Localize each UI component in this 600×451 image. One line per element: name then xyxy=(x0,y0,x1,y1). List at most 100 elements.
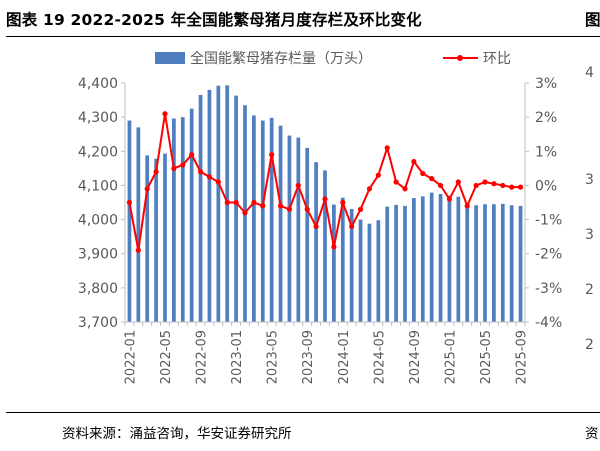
adjacent-chart-fragment: 4 3 3 2 2 xyxy=(580,37,600,411)
source-rule xyxy=(6,412,600,413)
line-point xyxy=(206,174,213,180)
bar xyxy=(438,193,443,322)
line-point xyxy=(420,170,426,177)
bar xyxy=(447,195,452,322)
bar xyxy=(394,204,398,322)
bar xyxy=(349,208,354,322)
axes: 3,700 3,800 3,900 4,000 4,100 4,200 4,300 4,400… xyxy=(78,76,562,384)
line-point xyxy=(375,172,381,178)
x-tick-label: 2024-01 xyxy=(337,330,352,384)
bar xyxy=(483,204,487,322)
line-point xyxy=(446,196,453,202)
line-point xyxy=(153,169,159,175)
bar xyxy=(323,170,327,322)
line-point xyxy=(455,179,461,185)
bar xyxy=(198,94,203,322)
y-left-tick-label: 4,400 xyxy=(78,76,118,92)
bar xyxy=(314,162,318,322)
line-point xyxy=(349,223,355,229)
adjacent-tick: 2 xyxy=(585,282,594,298)
bar xyxy=(518,205,523,322)
legend-label-line: 环比 xyxy=(483,51,511,67)
adjacent-tick: 3 xyxy=(585,172,594,188)
line-point xyxy=(384,145,390,151)
line-point xyxy=(171,165,177,171)
y-right-tick-label: 0% xyxy=(535,178,557,194)
bar xyxy=(269,117,274,322)
bar xyxy=(358,219,363,322)
line-point xyxy=(491,181,497,187)
y-right-tick-label: -2% xyxy=(535,247,562,263)
line-point xyxy=(224,199,230,206)
line-point xyxy=(340,199,346,206)
bar xyxy=(340,197,345,322)
figure-title: 图表 19 2022-2025 年全国能繁母猪月度存栏及环比变化 xyxy=(6,11,422,29)
line-point xyxy=(393,179,399,185)
line-point xyxy=(197,169,204,175)
x-tick-label: 2024-05 xyxy=(372,330,387,384)
bar xyxy=(332,204,336,322)
legend-swatch-bars xyxy=(155,52,185,64)
line-point xyxy=(269,152,275,158)
bar xyxy=(163,153,167,322)
bar xyxy=(136,127,141,322)
line-point xyxy=(126,199,133,206)
line-point xyxy=(322,196,328,202)
bar xyxy=(492,204,496,322)
line-point xyxy=(242,210,248,216)
bar xyxy=(172,118,176,322)
x-tick-label: 2025-09 xyxy=(515,330,530,384)
bar xyxy=(207,89,212,322)
y-left-tick-label: 3,700 xyxy=(78,315,118,331)
adjacent-tick: 2 xyxy=(585,337,594,353)
line-point xyxy=(135,247,141,253)
bar xyxy=(456,196,461,322)
y-left-tick-label: 3,900 xyxy=(78,247,118,263)
next-source-fragment: 资 xyxy=(585,426,599,442)
line-point xyxy=(517,184,524,190)
bar xyxy=(278,125,283,323)
line-point xyxy=(162,111,168,117)
bar xyxy=(145,155,150,322)
bar xyxy=(509,205,514,322)
line-point xyxy=(482,179,488,185)
bar xyxy=(260,120,265,322)
y-right-tick-label: 3% xyxy=(535,76,557,92)
line-point xyxy=(277,203,284,209)
y-left-tick-label: 3,800 xyxy=(78,281,118,297)
x-tick-label: 2025-05 xyxy=(479,330,494,384)
x-tick-label: 2023-01 xyxy=(230,330,245,384)
line-point xyxy=(509,184,515,190)
source-note: 资料来源：涌益咨询，华安证券研究所 xyxy=(62,426,292,442)
bar xyxy=(154,158,158,322)
line-point xyxy=(189,152,195,158)
line-point xyxy=(295,182,301,189)
line-point xyxy=(437,182,444,189)
y-left-tick-label: 4,000 xyxy=(78,213,118,229)
bar xyxy=(216,85,221,322)
line-point xyxy=(366,186,373,192)
bar xyxy=(305,147,310,322)
bar xyxy=(287,135,292,322)
legend-label-bars: 全国能繁母猪存栏量（万头） xyxy=(190,50,372,67)
bar xyxy=(180,117,185,322)
line-point xyxy=(402,186,408,192)
x-tick-label: 2022-05 xyxy=(159,330,174,384)
line-point xyxy=(313,223,319,229)
bar xyxy=(189,108,194,322)
legend-swatch-marker xyxy=(457,55,463,61)
bar xyxy=(474,205,478,322)
line-point xyxy=(411,158,417,165)
line-point xyxy=(144,186,150,192)
line-point xyxy=(251,199,257,206)
line-point xyxy=(215,179,221,185)
bar xyxy=(403,205,407,322)
line-point xyxy=(331,244,337,250)
bar xyxy=(296,137,301,322)
bar xyxy=(127,120,132,322)
y-left-tick-label: 4,200 xyxy=(78,144,118,160)
bar xyxy=(412,198,416,322)
line-point xyxy=(260,203,266,209)
x-tick-label: 2025-01 xyxy=(443,330,458,384)
line-point xyxy=(464,203,470,209)
